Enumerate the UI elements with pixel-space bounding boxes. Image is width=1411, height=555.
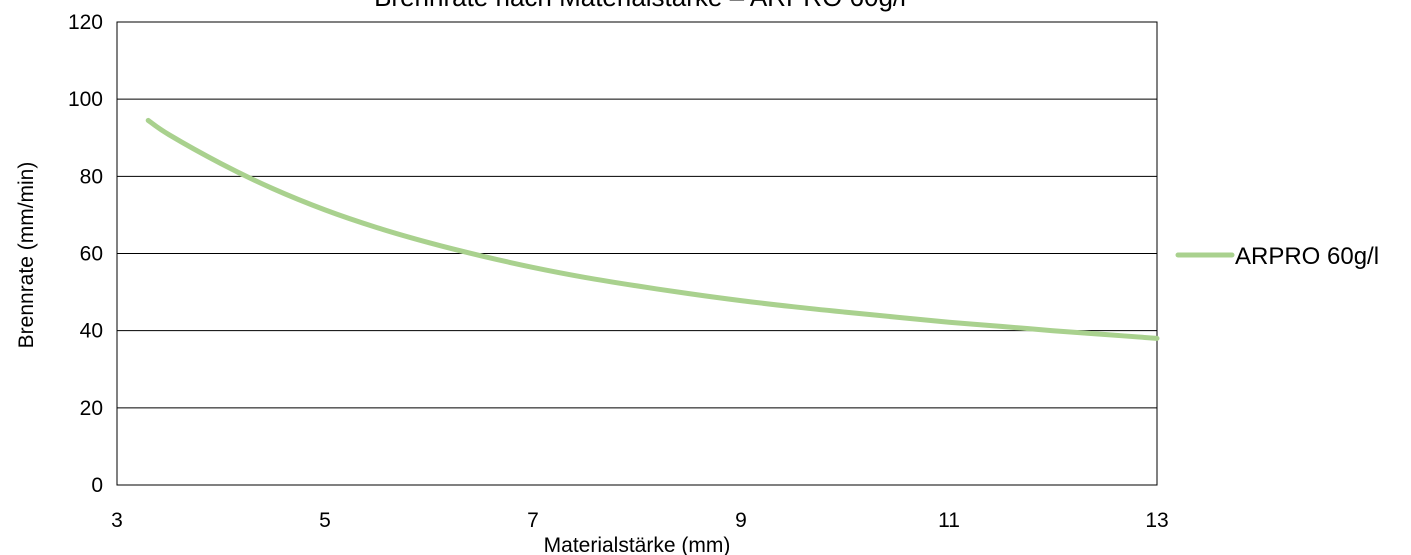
x-axis-title: Materialstärke (mm) <box>544 534 731 555</box>
y-tick-label: 40 <box>80 320 103 343</box>
y-tick-label: 120 <box>68 11 103 34</box>
x-tick-label: 7 <box>527 509 539 532</box>
x-tick-label: 9 <box>735 509 747 532</box>
grid-lines <box>117 98 1157 409</box>
y-tick-label: 60 <box>80 243 103 266</box>
y-tick-label: 0 <box>91 474 103 497</box>
x-tick-label: 3 <box>111 509 123 532</box>
x-tick-label: 5 <box>319 509 331 532</box>
series-line <box>145 117 1160 341</box>
y-tick-label: 80 <box>80 165 103 188</box>
legend-label: ARPRO 60g/l <box>1235 243 1379 270</box>
x-tick-label: 13 <box>1145 509 1168 532</box>
y-axis-ticks: 0 20 40 60 80 100 120 <box>68 11 103 497</box>
y-tick-label: 100 <box>68 88 103 111</box>
y-tick-label: 20 <box>80 397 103 420</box>
y-axis-title: Brennrate (mm/min) <box>15 162 38 349</box>
x-tick-label: 11 <box>938 509 960 532</box>
x-axis-ticks: 3 5 7 9 11 13 <box>111 509 1169 532</box>
chart-title: Brennrate nach Materialstärke – ARPRO 60… <box>374 0 906 12</box>
legend: ARPRO 60g/l <box>1175 243 1379 270</box>
series-layer <box>145 117 1160 341</box>
